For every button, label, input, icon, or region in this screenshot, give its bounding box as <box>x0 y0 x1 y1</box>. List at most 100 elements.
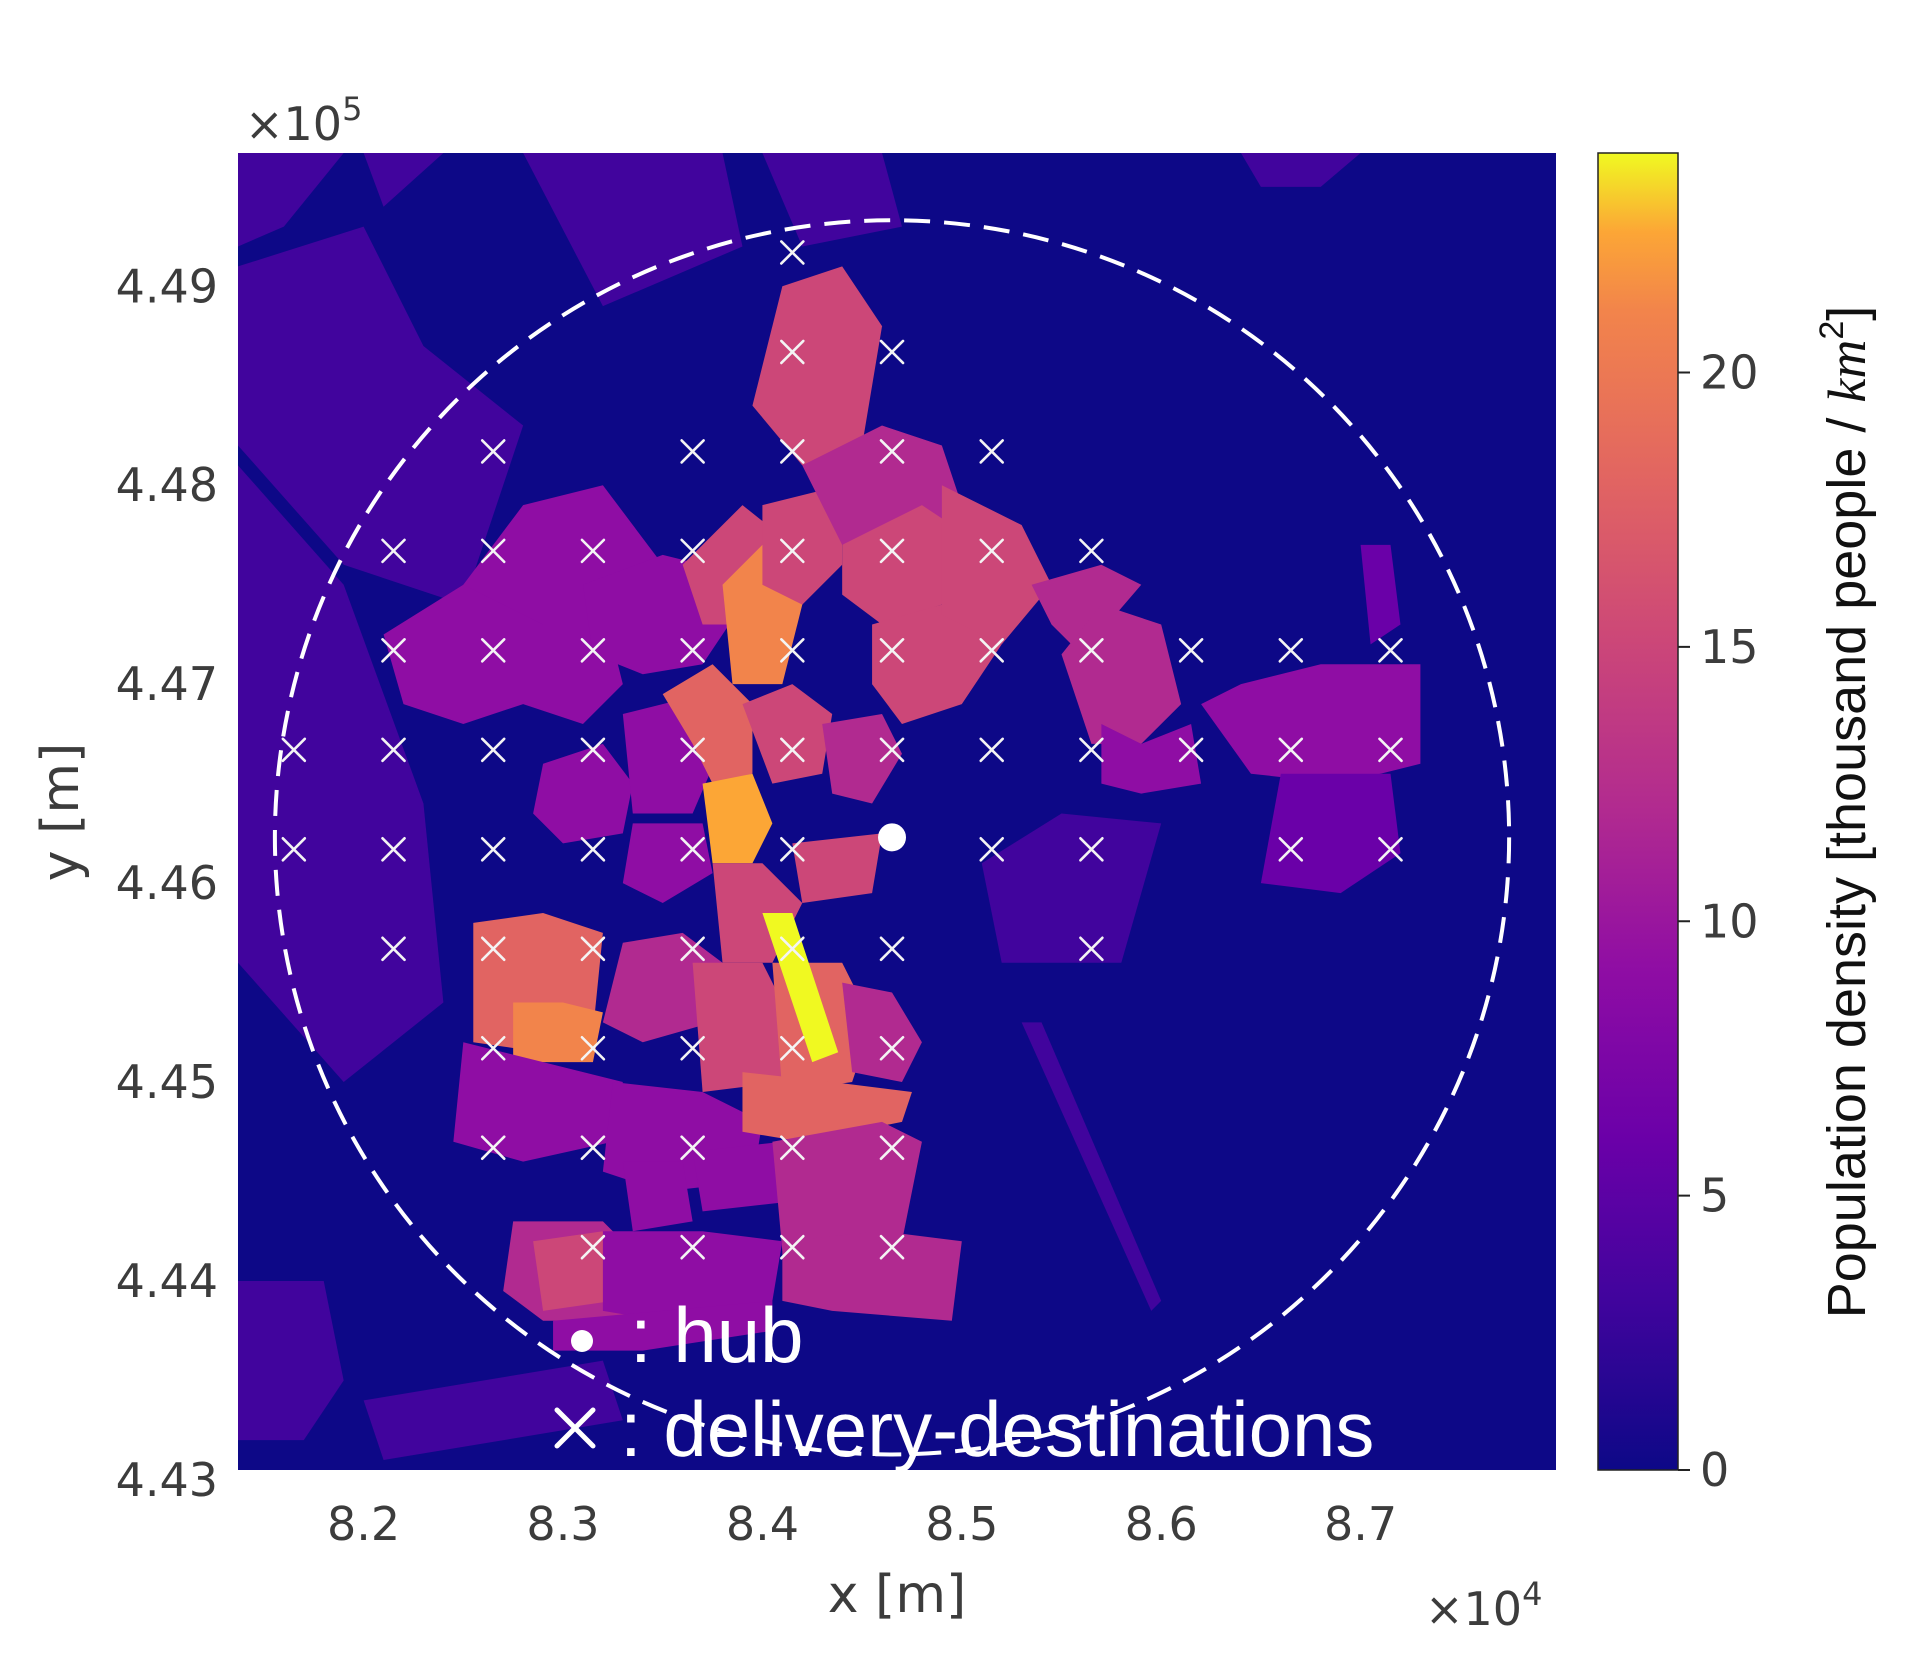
x-axis-label: x [m] <box>828 1565 967 1625</box>
destination-marker <box>580 538 606 564</box>
destination-marker <box>281 836 307 862</box>
density-region <box>752 266 883 466</box>
destination-marker <box>480 737 506 763</box>
legend-destinations-label: : delivery-destinations <box>620 1385 1374 1473</box>
destination-marker <box>480 538 506 564</box>
y-tick-label: 4.45 <box>116 1055 218 1109</box>
destination-marker <box>381 836 406 862</box>
density-region <box>981 813 1162 963</box>
colorbar-ticks: 0 5 10 15 20 <box>1678 346 1759 1497</box>
y-tick-label: 4.49 <box>116 259 218 313</box>
destination-marker <box>680 936 705 962</box>
x-tick-label: 8.2 <box>327 1497 400 1551</box>
density-region <box>1240 153 1361 187</box>
destination-marker <box>680 1234 705 1260</box>
destination-marker <box>780 836 805 862</box>
destination-marker <box>1079 638 1104 663</box>
destination-marker <box>580 836 606 862</box>
destination-marker <box>680 1135 705 1161</box>
destination-marker <box>879 638 905 663</box>
density-region <box>238 1281 344 1441</box>
destination-marker <box>680 638 705 663</box>
y-tick-labels: 4.43 4.44 4.45 4.46 4.47 4.48 4.49 <box>116 259 218 1507</box>
colorbar-tick-label: 0 <box>1700 1443 1729 1497</box>
destination-marker <box>780 936 805 962</box>
destination-marker <box>480 1135 506 1161</box>
legend-hub-marker <box>571 1330 593 1352</box>
destination-marker <box>879 737 905 763</box>
destination-marker <box>1079 737 1104 763</box>
density-region <box>742 684 833 784</box>
y-axis-label: y [m] <box>31 743 91 882</box>
destination-marker <box>680 538 705 564</box>
density-region <box>622 823 713 904</box>
x-tick-label: 8.3 <box>526 1497 599 1551</box>
destination-marker <box>480 936 506 962</box>
x-tick-label: 8.7 <box>1324 1497 1397 1551</box>
density-region <box>692 1141 793 1212</box>
destination-marker <box>780 1234 805 1260</box>
destination-marker <box>879 936 905 962</box>
destination-marker <box>879 1234 905 1260</box>
destination-marker <box>281 737 307 763</box>
destination-marker <box>780 638 805 663</box>
destination-marker <box>979 638 1005 663</box>
destination-marker <box>381 737 406 763</box>
density-region <box>1360 544 1401 645</box>
x-tick-label: 8.6 <box>1125 1497 1198 1551</box>
destination-marker <box>979 836 1005 862</box>
destination-marker <box>680 1035 705 1061</box>
y-multiplier: ×105 <box>245 90 362 151</box>
destination-marker <box>1178 737 1204 763</box>
destination-marker <box>979 538 1005 564</box>
density-region <box>872 604 1002 724</box>
destination-marker <box>480 836 506 862</box>
density-region <box>692 962 793 1093</box>
density-region <box>662 664 753 784</box>
density-region <box>523 153 743 307</box>
destination-marker <box>780 538 805 564</box>
x-tick-labels: 8.2 8.3 8.4 8.5 8.6 8.7 <box>327 1497 1397 1551</box>
legend-hub-label: : hub <box>630 1291 803 1379</box>
density-region <box>622 1161 693 1232</box>
density-region <box>1061 604 1182 744</box>
density-region <box>602 1231 783 1321</box>
service-area-circle <box>272 218 1512 1457</box>
destination-marker <box>480 439 506 464</box>
colorbar-tick-label: 15 <box>1700 620 1759 674</box>
destination-marker <box>780 1035 805 1061</box>
destination-marker <box>480 638 506 663</box>
destination-marker <box>780 339 805 365</box>
density-regions <box>238 153 1421 1461</box>
x-multiplier: ×104 <box>1425 1575 1542 1636</box>
destination-markers <box>281 240 1403 1260</box>
destination-marker <box>580 1135 606 1161</box>
destination-marker <box>780 1135 805 1161</box>
density-region <box>762 153 902 247</box>
destination-marker <box>879 538 905 564</box>
x-tick-label: 8.4 <box>726 1497 799 1551</box>
density-region <box>1021 1022 1162 1311</box>
destination-marker <box>580 1035 606 1061</box>
destination-marker <box>879 1035 905 1061</box>
hub-marker <box>878 823 907 852</box>
destination-marker <box>1278 737 1304 763</box>
density-hotspot <box>762 912 839 1063</box>
density-region <box>363 153 444 207</box>
destination-marker <box>381 638 406 663</box>
destination-marker <box>780 240 805 265</box>
density-region <box>238 153 344 247</box>
density-region <box>1260 773 1401 894</box>
service-area-layer <box>272 218 1512 1457</box>
destination-marker <box>580 1234 606 1260</box>
density-region <box>363 1360 623 1461</box>
y-tick-label: 4.46 <box>116 856 218 910</box>
density-region <box>238 226 524 605</box>
destination-marker <box>979 439 1005 464</box>
colorbar-tick-label: 20 <box>1700 346 1759 400</box>
destination-marker <box>1278 638 1304 663</box>
density-region <box>782 1231 962 1321</box>
destination-marker <box>580 936 606 962</box>
density-region <box>453 1042 623 1162</box>
